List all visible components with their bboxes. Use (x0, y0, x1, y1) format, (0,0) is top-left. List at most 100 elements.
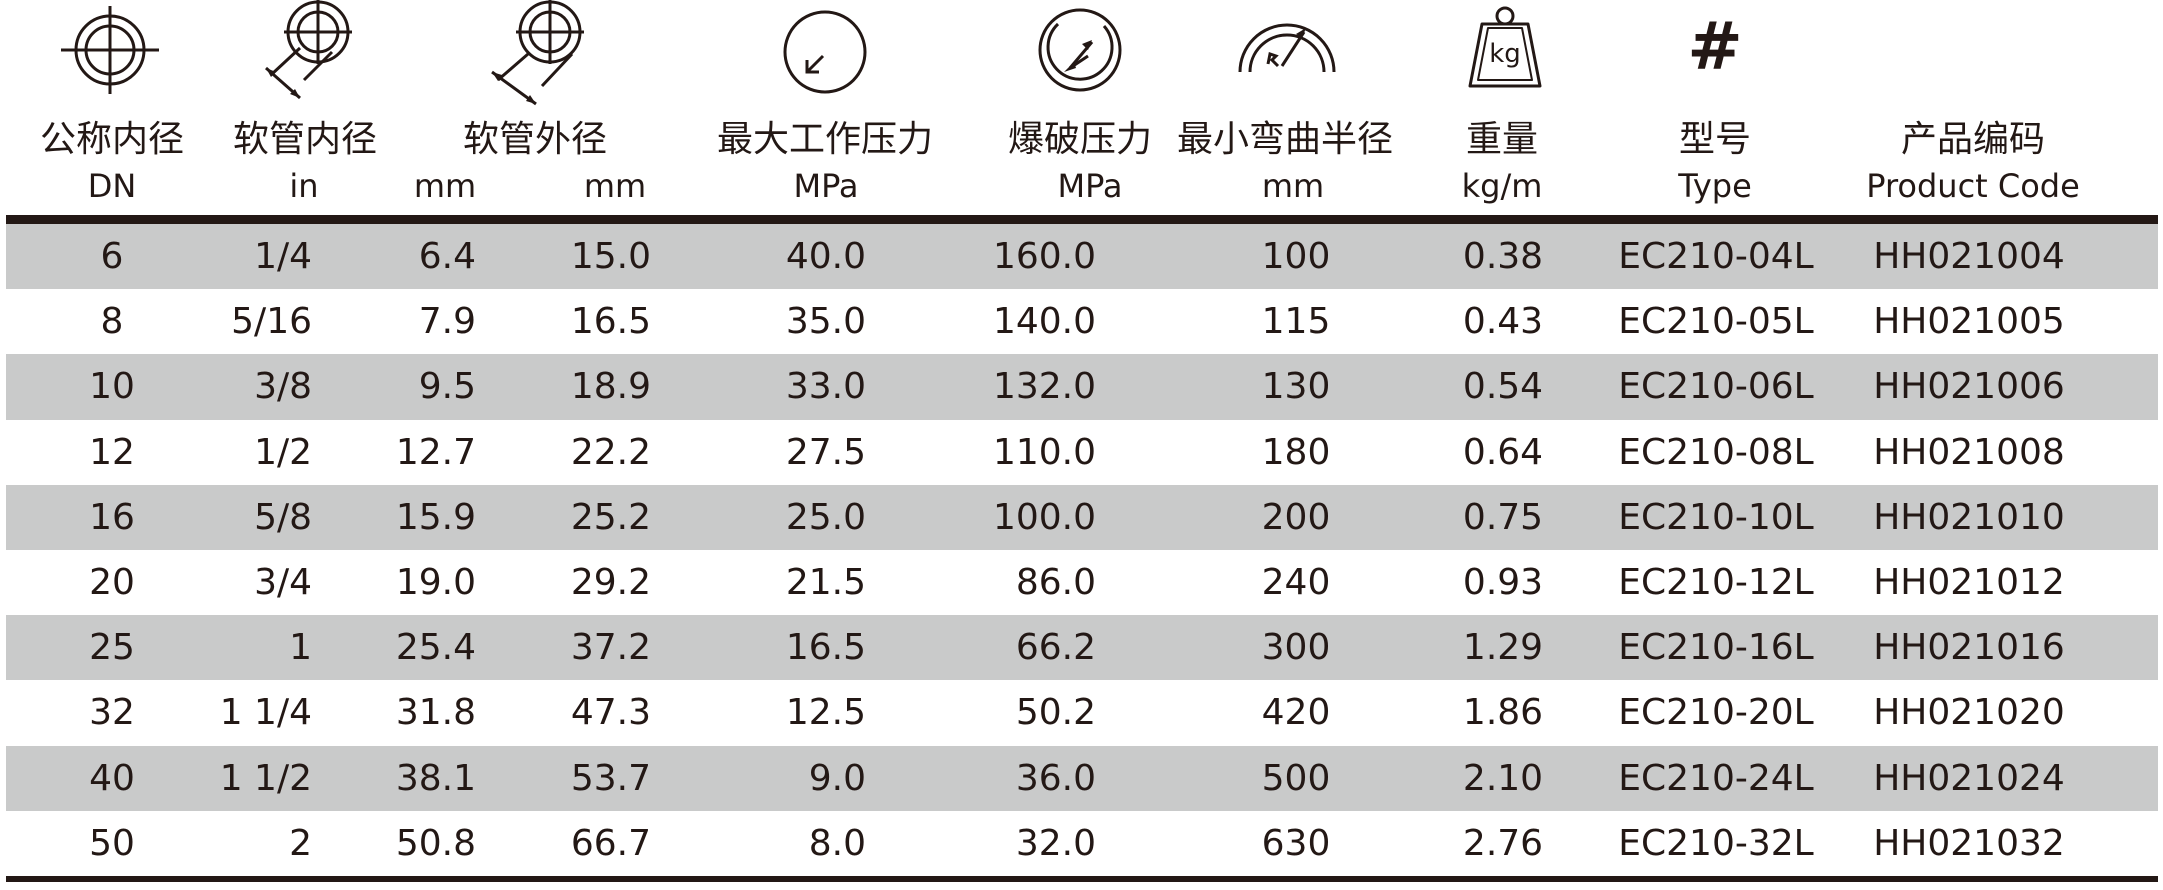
cell-burst-pressure: 50.2 (1015, 692, 1096, 734)
cell-working-pressure: 27.5 (785, 431, 866, 473)
header-rule (6, 215, 2158, 224)
table-row: 32 1 1/4 31.8 47.3 12.5 50.2 420 1.86 EC210-20L H… (6, 680, 2158, 745)
cell-inch: 3/8 (254, 366, 312, 408)
cell-weight: 0.64 (1462, 431, 1544, 473)
cell-burst-pressure: 100.0 (992, 496, 1096, 538)
cell-dn: 10 (89, 366, 135, 408)
cell-outer-mm: 16.5 (570, 301, 651, 343)
cell-bend-radius: 630 (1261, 822, 1331, 864)
unit-wt-kgm: kg/m (1461, 167, 1543, 205)
cell-dn: 25 (89, 627, 135, 669)
bend-radius-icon (1232, 0, 1342, 100)
cell-product-code: HH021032 (1873, 822, 2065, 864)
cell-inch: 1 1/4 (219, 692, 312, 734)
header-outer-diameter: 软管外径 (462, 119, 608, 160)
cell-weight: 0.93 (1462, 561, 1544, 603)
cell-outer-mm: 37.2 (570, 627, 651, 669)
header-product-code: 产品编码 (1900, 119, 2046, 160)
cell-product-code: HH021024 (1873, 757, 2065, 799)
cell-product-code: HH021010 (1873, 496, 2065, 538)
cell-inner-mm: 19.0 (395, 561, 476, 603)
cell-outer-mm: 18.9 (570, 366, 651, 408)
cell-type: EC210-06L (1618, 366, 1814, 408)
inner-diameter-icon (248, 0, 368, 100)
cell-outer-mm: 22.2 (570, 431, 651, 473)
cell-product-code: HH021016 (1873, 627, 2065, 669)
cell-working-pressure: 8.0 (808, 822, 866, 864)
cell-bend-radius: 420 (1261, 692, 1331, 734)
header-nominal-diameter: 公称内径 (39, 119, 185, 160)
cell-bend-radius: 115 (1261, 301, 1331, 343)
unit-in: in (289, 167, 319, 205)
cell-dn: 12 (89, 431, 135, 473)
unit-bp-mpa: MPa (1057, 167, 1123, 205)
cell-outer-mm: 29.2 (570, 561, 651, 603)
cell-bend-radius: 100 (1261, 236, 1331, 277)
cell-working-pressure: 21.5 (785, 561, 866, 603)
table-row: 8 5/16 7.9 16.5 35.0 140.0 115 0.43 EC210-05L HH0… (6, 289, 2158, 354)
cell-product-code: HH021006 (1873, 366, 2065, 408)
cell-dn: 20 (89, 561, 135, 603)
cell-outer-mm: 15.0 (570, 236, 651, 277)
table-row: 50 2 50.8 66.7 8.0 32.0 630 2.76 EC210-32L HH0210… (6, 811, 2158, 876)
unit-od-mm: mm (583, 167, 647, 205)
cell-working-pressure: 16.5 (785, 627, 866, 669)
cell-product-code: HH021008 (1873, 431, 2065, 473)
cell-type: EC210-10L (1618, 496, 1814, 538)
cell-type: EC210-20L (1618, 692, 1814, 734)
header-bend-radius: 最小弯曲半径 (1176, 119, 1394, 160)
cell-bend-radius: 200 (1261, 496, 1331, 538)
cell-burst-pressure: 32.0 (1015, 822, 1096, 864)
cell-inner-mm: 31.8 (395, 692, 476, 734)
header-type: 型号 (1678, 119, 1752, 160)
cell-inner-mm: 25.4 (395, 627, 476, 669)
table-row: 16 5/8 15.9 25.2 25.0 100.0 200 0.75 EC210-10L HH… (6, 484, 2158, 550)
cell-inner-mm: 7.9 (418, 301, 476, 343)
cell-type: EC210-16L (1618, 627, 1814, 669)
cell-outer-mm: 47.3 (570, 692, 651, 734)
cell-inner-mm: 38.1 (395, 757, 476, 799)
cell-weight: 1.29 (1462, 627, 1544, 669)
cell-burst-pressure: 140.0 (992, 301, 1096, 343)
unit-code: Product Code (1866, 167, 2080, 205)
cell-weight: 0.43 (1462, 301, 1544, 343)
cell-burst-pressure: 86.0 (1015, 561, 1096, 603)
cell-outer-mm: 66.7 (570, 822, 651, 864)
cell-type: EC210-24L (1618, 757, 1814, 799)
cell-dn: 40 (89, 757, 135, 799)
cell-product-code: HH021004 (1873, 236, 2065, 277)
cell-weight: 0.38 (1462, 236, 1544, 277)
header-inner-diameter: 软管内径 (232, 119, 378, 160)
cell-inch: 5/8 (254, 496, 312, 538)
cell-working-pressure: 12.5 (785, 692, 866, 734)
cell-burst-pressure: 36.0 (1015, 757, 1096, 799)
table-row: 10 3/8 9.5 18.9 33.0 132.0 130 0.54 EC210-06L HH0… (6, 354, 2158, 420)
cell-bend-radius: 500 (1261, 757, 1331, 799)
nominal-diameter-icon (55, 0, 165, 100)
cell-inch: 1 1/2 (219, 757, 312, 799)
unit-dn: DN (87, 167, 137, 205)
pressure-gauge-icon (775, 0, 875, 100)
hash-icon: # (1687, 8, 1743, 85)
burst-gauge-icon (1030, 0, 1130, 100)
cell-bend-radius: 130 (1261, 366, 1331, 408)
cell-working-pressure: 35.0 (785, 301, 866, 343)
cell-product-code: HH021012 (1873, 561, 2065, 603)
cell-bend-radius: 300 (1261, 627, 1331, 669)
cell-dn: 16 (89, 496, 135, 538)
cell-working-pressure: 33.0 (785, 366, 866, 408)
cell-type: EC210-04L (1618, 236, 1814, 277)
cell-weight: 1.86 (1462, 692, 1544, 734)
cell-weight: 0.54 (1462, 366, 1544, 408)
cell-working-pressure: 25.0 (785, 496, 866, 538)
header-weight: 重量 (1465, 119, 1539, 160)
cell-inner-mm: 6.4 (418, 236, 476, 277)
cell-working-pressure: 40.0 (785, 236, 866, 277)
cell-inner-mm: 50.8 (395, 822, 476, 864)
cell-inch: 2 (289, 822, 312, 864)
weight-icon: kg (1460, 0, 1550, 100)
outer-diameter-icon (478, 0, 598, 106)
cell-dn: 6 (100, 236, 124, 277)
cell-inner-mm: 9.5 (418, 366, 476, 408)
